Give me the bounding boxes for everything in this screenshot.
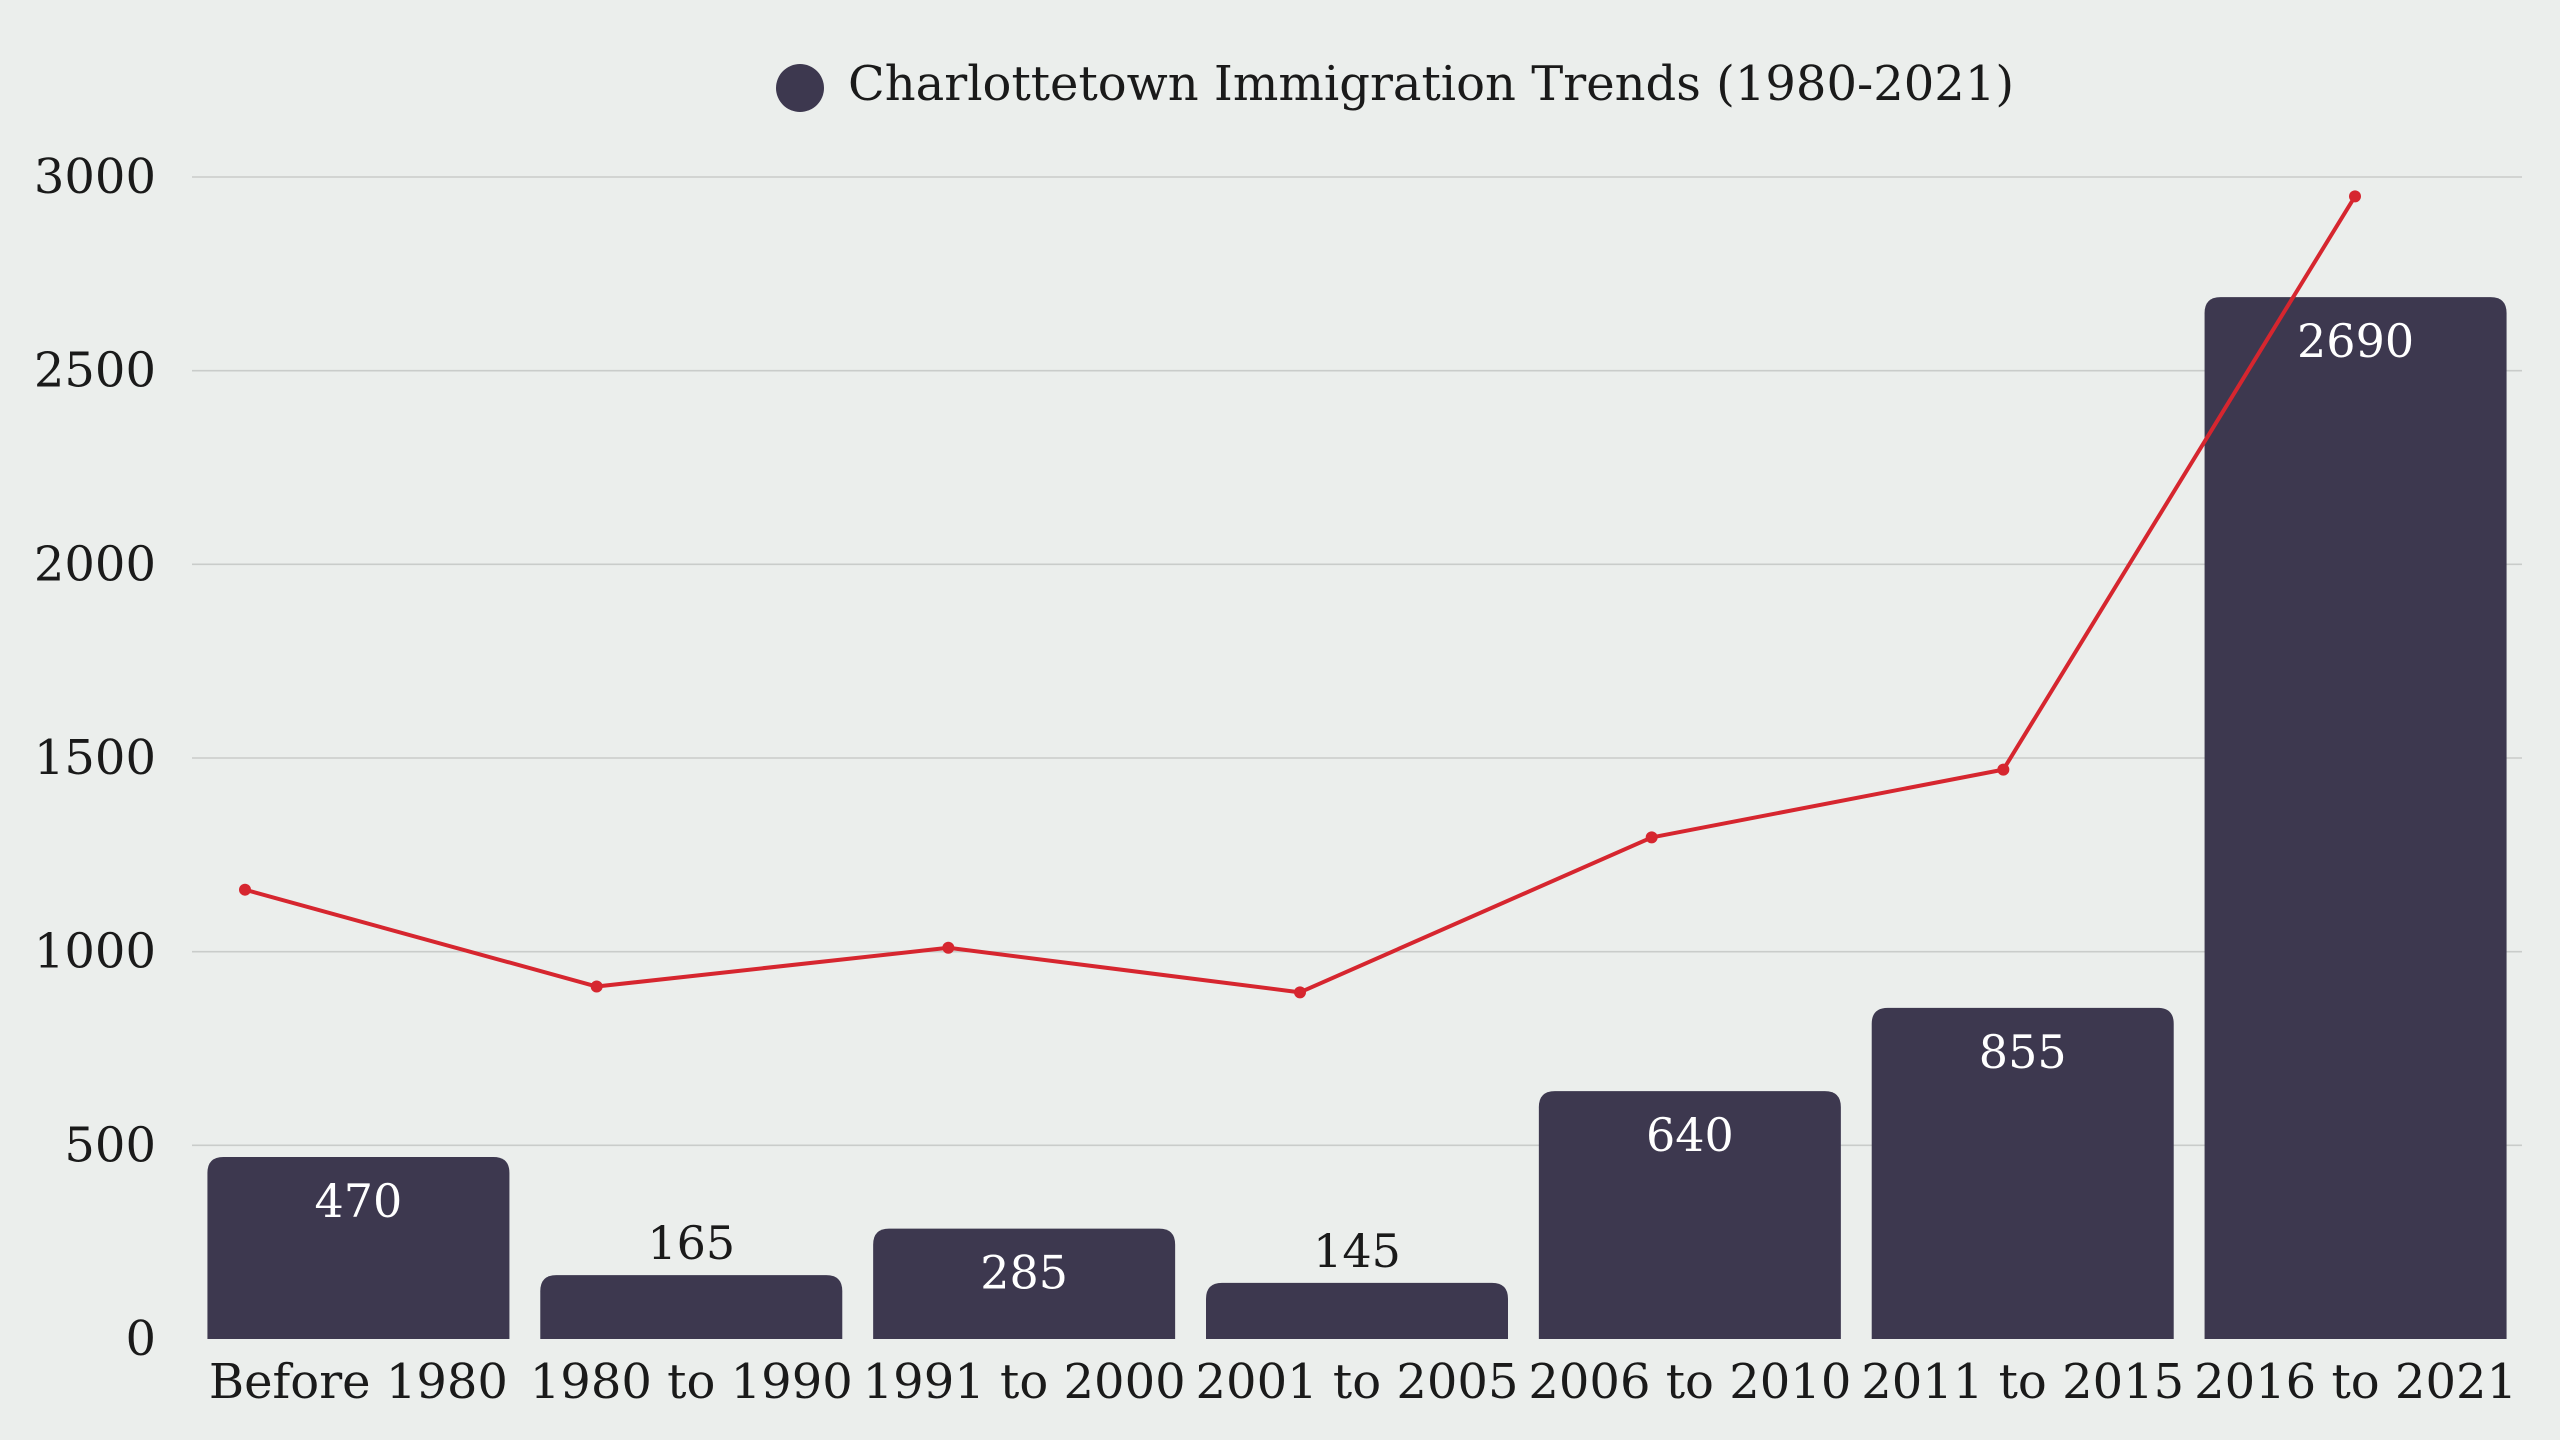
trend-point <box>2349 190 2361 203</box>
trend-point <box>1645 831 1658 844</box>
x-tick-label: 2001 to 2005 <box>1195 1354 1518 1410</box>
bar-labels: 470 165 285 145 640 855 2690 <box>315 314 2415 1300</box>
bar-value-label: 145 <box>1313 1224 1401 1278</box>
x-tick-label: 2011 to 2015 <box>1861 1354 2184 1410</box>
trend-point <box>1294 986 1306 999</box>
x-tick-label: 1980 to 1990 <box>530 1354 853 1410</box>
bar-value-label: 165 <box>647 1216 735 1270</box>
bar-value-label: 470 <box>315 1174 403 1228</box>
bar <box>1206 1282 1508 1339</box>
bar-value-label: 640 <box>1646 1108 1734 1162</box>
trend-point <box>239 883 251 896</box>
bars <box>207 297 2507 1339</box>
bar <box>1871 1007 2174 1339</box>
x-tick-label: 2006 to 2010 <box>1528 1354 1851 1410</box>
y-tick-label: 1500 <box>34 730 156 786</box>
bar <box>1538 1091 1841 1339</box>
y-axis-ticks: 0 500 1000 1500 2000 2500 3000 <box>34 149 156 1367</box>
bar-value-label: 855 <box>1979 1025 2067 1079</box>
y-tick-label: 0 <box>125 1311 156 1367</box>
y-tick-label: 1000 <box>34 924 156 980</box>
x-tick-label: Before 1980 <box>209 1354 508 1410</box>
y-tick-label: 3000 <box>34 149 156 205</box>
trend-line-layer <box>239 190 2361 999</box>
y-tick-label: 2000 <box>34 536 156 592</box>
legend-swatch <box>776 64 824 112</box>
x-tick-label: 2016 to 2021 <box>2194 1354 2517 1410</box>
bar <box>207 1156 510 1339</box>
trend-point <box>590 980 603 993</box>
legend-label: Charlottetown Immigration Trends (1980-2… <box>848 56 2014 112</box>
bar-value-label: 2690 <box>2297 314 2414 368</box>
y-tick-label: 500 <box>64 1117 156 1173</box>
bar <box>540 1275 843 1339</box>
legend: Charlottetown Immigration Trends (1980-2… <box>776 56 2014 112</box>
bar <box>873 1228 1176 1339</box>
x-tick-label: 1991 to 2000 <box>863 1354 1186 1410</box>
trend-point <box>942 941 955 954</box>
y-tick-label: 2500 <box>34 343 156 399</box>
trend-point <box>1997 763 2010 776</box>
x-axis-ticks: Before 1980 1980 to 1990 1991 to 2000 2001 … <box>209 1354 2517 1410</box>
trend-line <box>244 195 2357 995</box>
grid <box>192 176 2522 1147</box>
bar-value-label: 285 <box>980 1246 1068 1300</box>
bar <box>2204 297 2507 1339</box>
